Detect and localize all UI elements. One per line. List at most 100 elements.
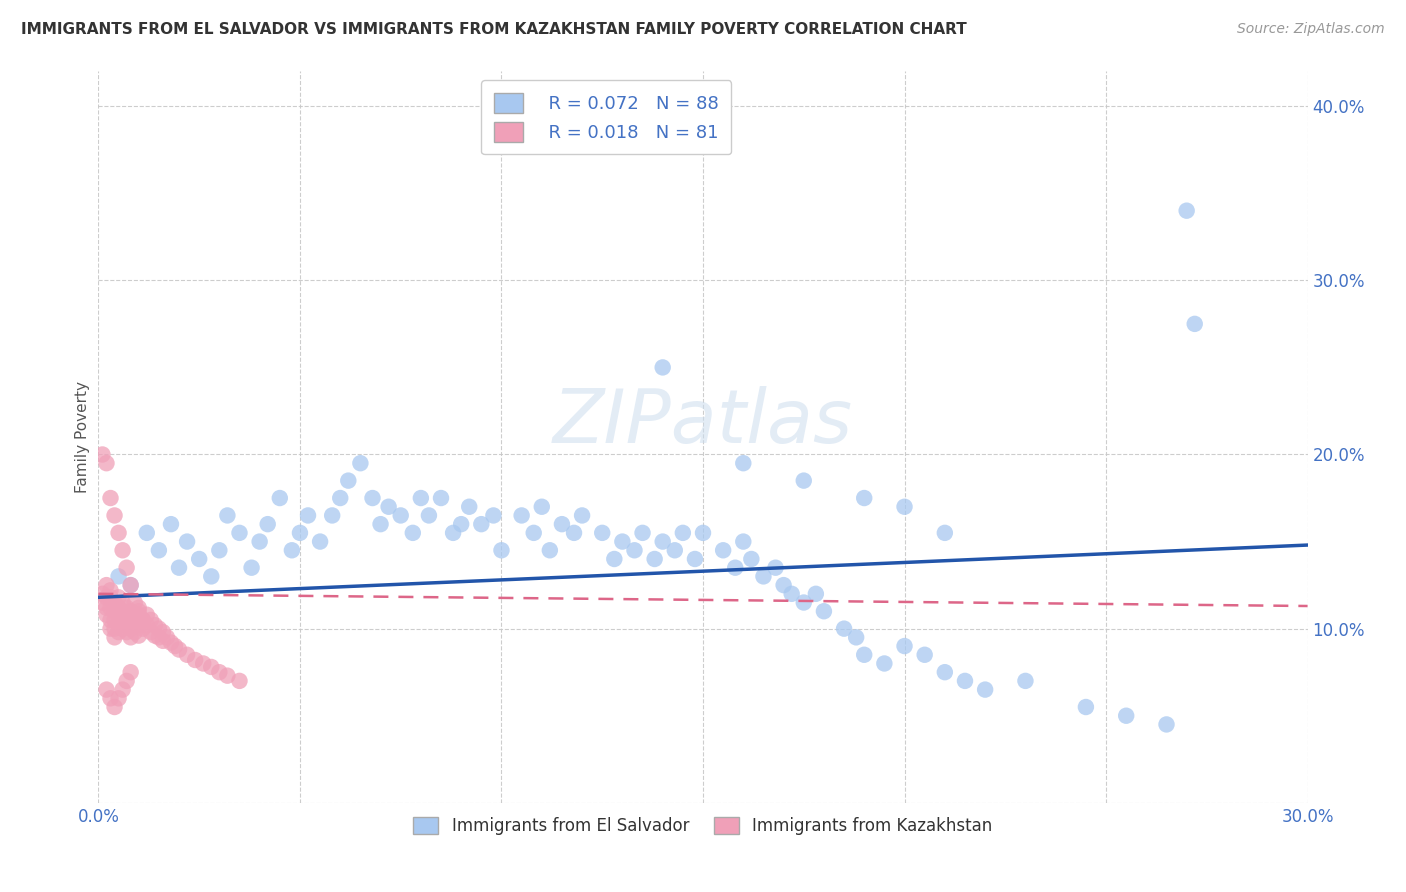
Point <box>772 578 794 592</box>
Point <box>115 600 138 615</box>
Point <box>845 631 868 645</box>
Point <box>853 648 876 662</box>
Point <box>571 508 593 523</box>
Y-axis label: Family Poverty: Family Poverty <box>75 381 90 493</box>
Point <box>124 595 146 609</box>
Point <box>853 491 876 505</box>
Point <box>120 604 142 618</box>
Point <box>111 613 134 627</box>
Point <box>418 508 440 523</box>
Point <box>135 618 157 632</box>
Point <box>107 618 129 632</box>
Point <box>402 525 425 540</box>
Point <box>96 607 118 622</box>
Point <box>143 618 166 632</box>
Point <box>139 613 162 627</box>
Text: IMMIGRANTS FROM EL SALVADOR VS IMMIGRANTS FROM KAZAKHSTAN FAMILY POVERTY CORRELA: IMMIGRANTS FROM EL SALVADOR VS IMMIGRANT… <box>21 22 967 37</box>
Point <box>96 682 118 697</box>
Point <box>91 587 114 601</box>
Point <box>111 622 134 636</box>
Point <box>765 560 787 574</box>
Point <box>208 543 231 558</box>
Point <box>217 668 239 682</box>
Point <box>893 639 915 653</box>
Point <box>143 629 166 643</box>
Point <box>491 543 513 558</box>
Point <box>91 595 114 609</box>
Point <box>370 517 392 532</box>
Point <box>329 491 352 505</box>
Point <box>100 613 122 627</box>
Point <box>711 543 734 558</box>
Point <box>651 360 673 375</box>
Point <box>430 491 453 505</box>
Point <box>934 665 956 680</box>
Point <box>733 534 755 549</box>
Point <box>128 629 150 643</box>
Point <box>103 622 125 636</box>
Point <box>100 583 122 598</box>
Point <box>200 660 222 674</box>
Point <box>934 525 956 540</box>
Point <box>96 578 118 592</box>
Point <box>441 525 464 540</box>
Point <box>139 625 162 640</box>
Point <box>281 543 304 558</box>
Point <box>107 569 129 583</box>
Point <box>1156 717 1178 731</box>
Point <box>361 491 384 505</box>
Point <box>269 491 291 505</box>
Point <box>148 622 170 636</box>
Point <box>482 508 505 523</box>
Point <box>135 607 157 622</box>
Point <box>115 607 138 622</box>
Point <box>115 625 138 640</box>
Point <box>103 613 125 627</box>
Point <box>103 595 125 609</box>
Point <box>228 525 250 540</box>
Point <box>160 635 183 649</box>
Point <box>152 633 174 648</box>
Point <box>188 552 211 566</box>
Point <box>100 600 122 615</box>
Point <box>120 578 142 592</box>
Point <box>804 587 827 601</box>
Point <box>163 639 186 653</box>
Point <box>309 534 332 549</box>
Point <box>200 569 222 583</box>
Point <box>115 560 138 574</box>
Point <box>115 673 138 688</box>
Point <box>914 648 936 662</box>
Point <box>96 600 118 615</box>
Text: Source: ZipAtlas.com: Source: ZipAtlas.com <box>1237 22 1385 37</box>
Point <box>111 682 134 697</box>
Point <box>124 616 146 631</box>
Point <box>458 500 481 514</box>
Point <box>167 642 190 657</box>
Point <box>217 508 239 523</box>
Point <box>389 508 412 523</box>
Point <box>1074 700 1097 714</box>
Point <box>551 517 574 532</box>
Point <box>692 525 714 540</box>
Point <box>240 560 263 574</box>
Point <box>893 500 915 514</box>
Point <box>132 622 155 636</box>
Point <box>228 673 250 688</box>
Point <box>793 595 815 609</box>
Point <box>128 618 150 632</box>
Point <box>591 525 613 540</box>
Point <box>120 631 142 645</box>
Point <box>1014 673 1036 688</box>
Point <box>603 552 626 566</box>
Point <box>111 595 134 609</box>
Point <box>128 600 150 615</box>
Point <box>107 591 129 605</box>
Point <box>337 474 360 488</box>
Point <box>651 534 673 549</box>
Point <box>103 508 125 523</box>
Point <box>100 691 122 706</box>
Point <box>752 569 775 583</box>
Point <box>193 657 215 671</box>
Point <box>120 622 142 636</box>
